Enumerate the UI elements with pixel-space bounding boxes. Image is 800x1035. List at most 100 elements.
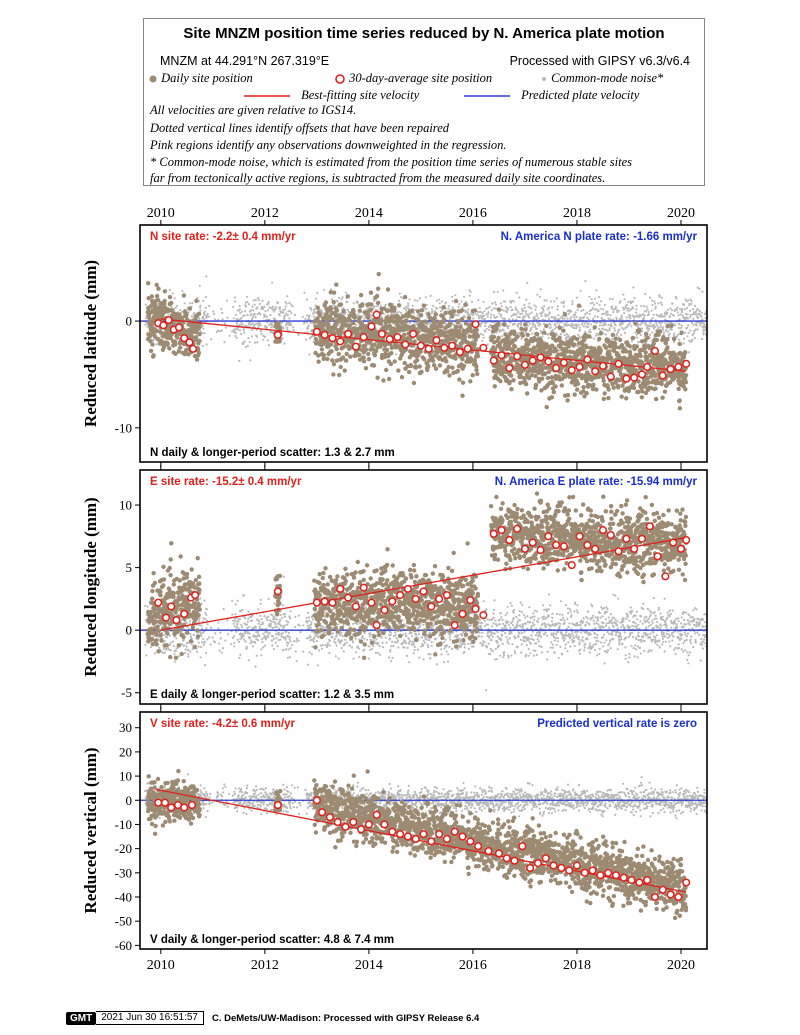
common-mode-point <box>309 321 312 325</box>
daily-point <box>561 328 566 333</box>
daily-point <box>176 349 182 354</box>
daily-point <box>381 378 386 383</box>
common-mode-point <box>582 308 585 312</box>
common-mode-point <box>646 308 649 311</box>
common-mode-point <box>635 304 638 307</box>
common-mode-point <box>274 308 277 311</box>
common-mode-point <box>549 326 552 329</box>
common-mode-point <box>528 312 531 315</box>
common-mode-point <box>591 306 595 310</box>
common-mode-point <box>205 275 208 278</box>
common-mode-point <box>308 314 311 317</box>
common-mode-point <box>492 307 495 310</box>
common-mode-point <box>222 607 225 611</box>
common-mode-point <box>615 318 618 321</box>
daily-point <box>413 365 419 370</box>
common-mode-point <box>170 306 173 309</box>
common-mode-point <box>236 328 239 331</box>
common-mode-point <box>271 324 274 327</box>
daily-point <box>575 381 581 386</box>
common-mode-point <box>590 323 593 326</box>
common-mode-point <box>283 317 286 320</box>
common-mode-point <box>530 307 533 310</box>
common-mode-point <box>144 303 147 306</box>
common-mode-point <box>292 328 295 332</box>
common-mode-point <box>556 333 559 336</box>
common-mode-point <box>678 323 681 326</box>
daily-point <box>426 364 431 369</box>
daily-point <box>543 371 548 376</box>
daily-point <box>375 300 381 306</box>
daily-point <box>388 361 394 367</box>
avg30-point <box>312 327 321 336</box>
common-mode-point <box>526 324 530 327</box>
common-mode-point <box>460 300 463 303</box>
common-mode-point <box>681 314 685 317</box>
common-mode-point <box>633 296 636 299</box>
legend-avg30-label: 30-day-average site position <box>349 71 493 85</box>
common-mode-point <box>653 300 656 303</box>
common-mode-point <box>573 327 576 330</box>
common-mode-point <box>600 321 603 324</box>
common-mode-point <box>273 310 276 313</box>
common-mode-point <box>508 317 511 321</box>
common-mode-point <box>467 312 470 315</box>
common-mode-point <box>337 296 341 299</box>
common-mode-point <box>639 314 643 317</box>
common-mode-point <box>498 312 501 315</box>
common-mode-point <box>507 308 510 311</box>
common-mode-point <box>542 307 545 310</box>
common-mode-point <box>219 637 222 640</box>
common-mode-point <box>704 326 707 329</box>
common-mode-point <box>198 624 201 627</box>
common-mode-point <box>539 288 542 291</box>
common-mode-point <box>480 310 483 314</box>
common-mode-point <box>641 321 644 324</box>
common-mode-point <box>261 305 264 308</box>
common-mode-point <box>573 316 576 319</box>
common-mode-point <box>233 329 236 332</box>
common-mode-point <box>187 653 190 656</box>
avg30-point <box>455 347 464 357</box>
common-mode-point <box>680 324 683 327</box>
common-mode-point <box>204 618 207 621</box>
daily-point <box>444 359 449 364</box>
common-mode-point <box>233 635 236 638</box>
avg30-point <box>174 323 184 332</box>
common-mode-point <box>448 318 451 321</box>
common-mode-point <box>689 313 693 316</box>
daily-point <box>607 352 612 357</box>
common-mode-point <box>342 313 346 316</box>
daily-point <box>419 308 424 313</box>
common-mode-point <box>536 321 539 324</box>
common-mode-point <box>594 308 598 311</box>
avg30-point <box>471 320 480 329</box>
common-mode-point <box>536 314 539 318</box>
daily-point <box>643 350 648 355</box>
common-mode-point <box>206 619 209 622</box>
daily-point <box>323 300 329 305</box>
common-mode-point <box>257 324 260 327</box>
common-mode-point <box>561 326 565 329</box>
common-mode-point <box>612 311 615 314</box>
daily-point <box>507 379 512 385</box>
daily-point <box>169 308 174 313</box>
common-mode-point <box>558 349 561 352</box>
common-mode-point <box>640 304 643 308</box>
common-mode-point <box>154 652 157 655</box>
common-mode-point <box>356 301 359 304</box>
common-mode-point <box>524 312 527 315</box>
common-mode-point <box>337 322 340 325</box>
plate-line-icon <box>464 95 510 97</box>
common-mode-point <box>479 323 482 326</box>
common-mode-point <box>702 333 705 336</box>
common-mode-point <box>202 315 205 318</box>
common-mode-point <box>253 303 256 306</box>
common-mode-point <box>235 625 238 629</box>
common-mode-point <box>270 321 273 324</box>
common-mode-point <box>662 333 665 336</box>
common-mode-point <box>522 309 525 313</box>
daily-point <box>415 309 421 314</box>
avg30-point <box>409 329 418 338</box>
common-mode-point <box>669 307 672 310</box>
